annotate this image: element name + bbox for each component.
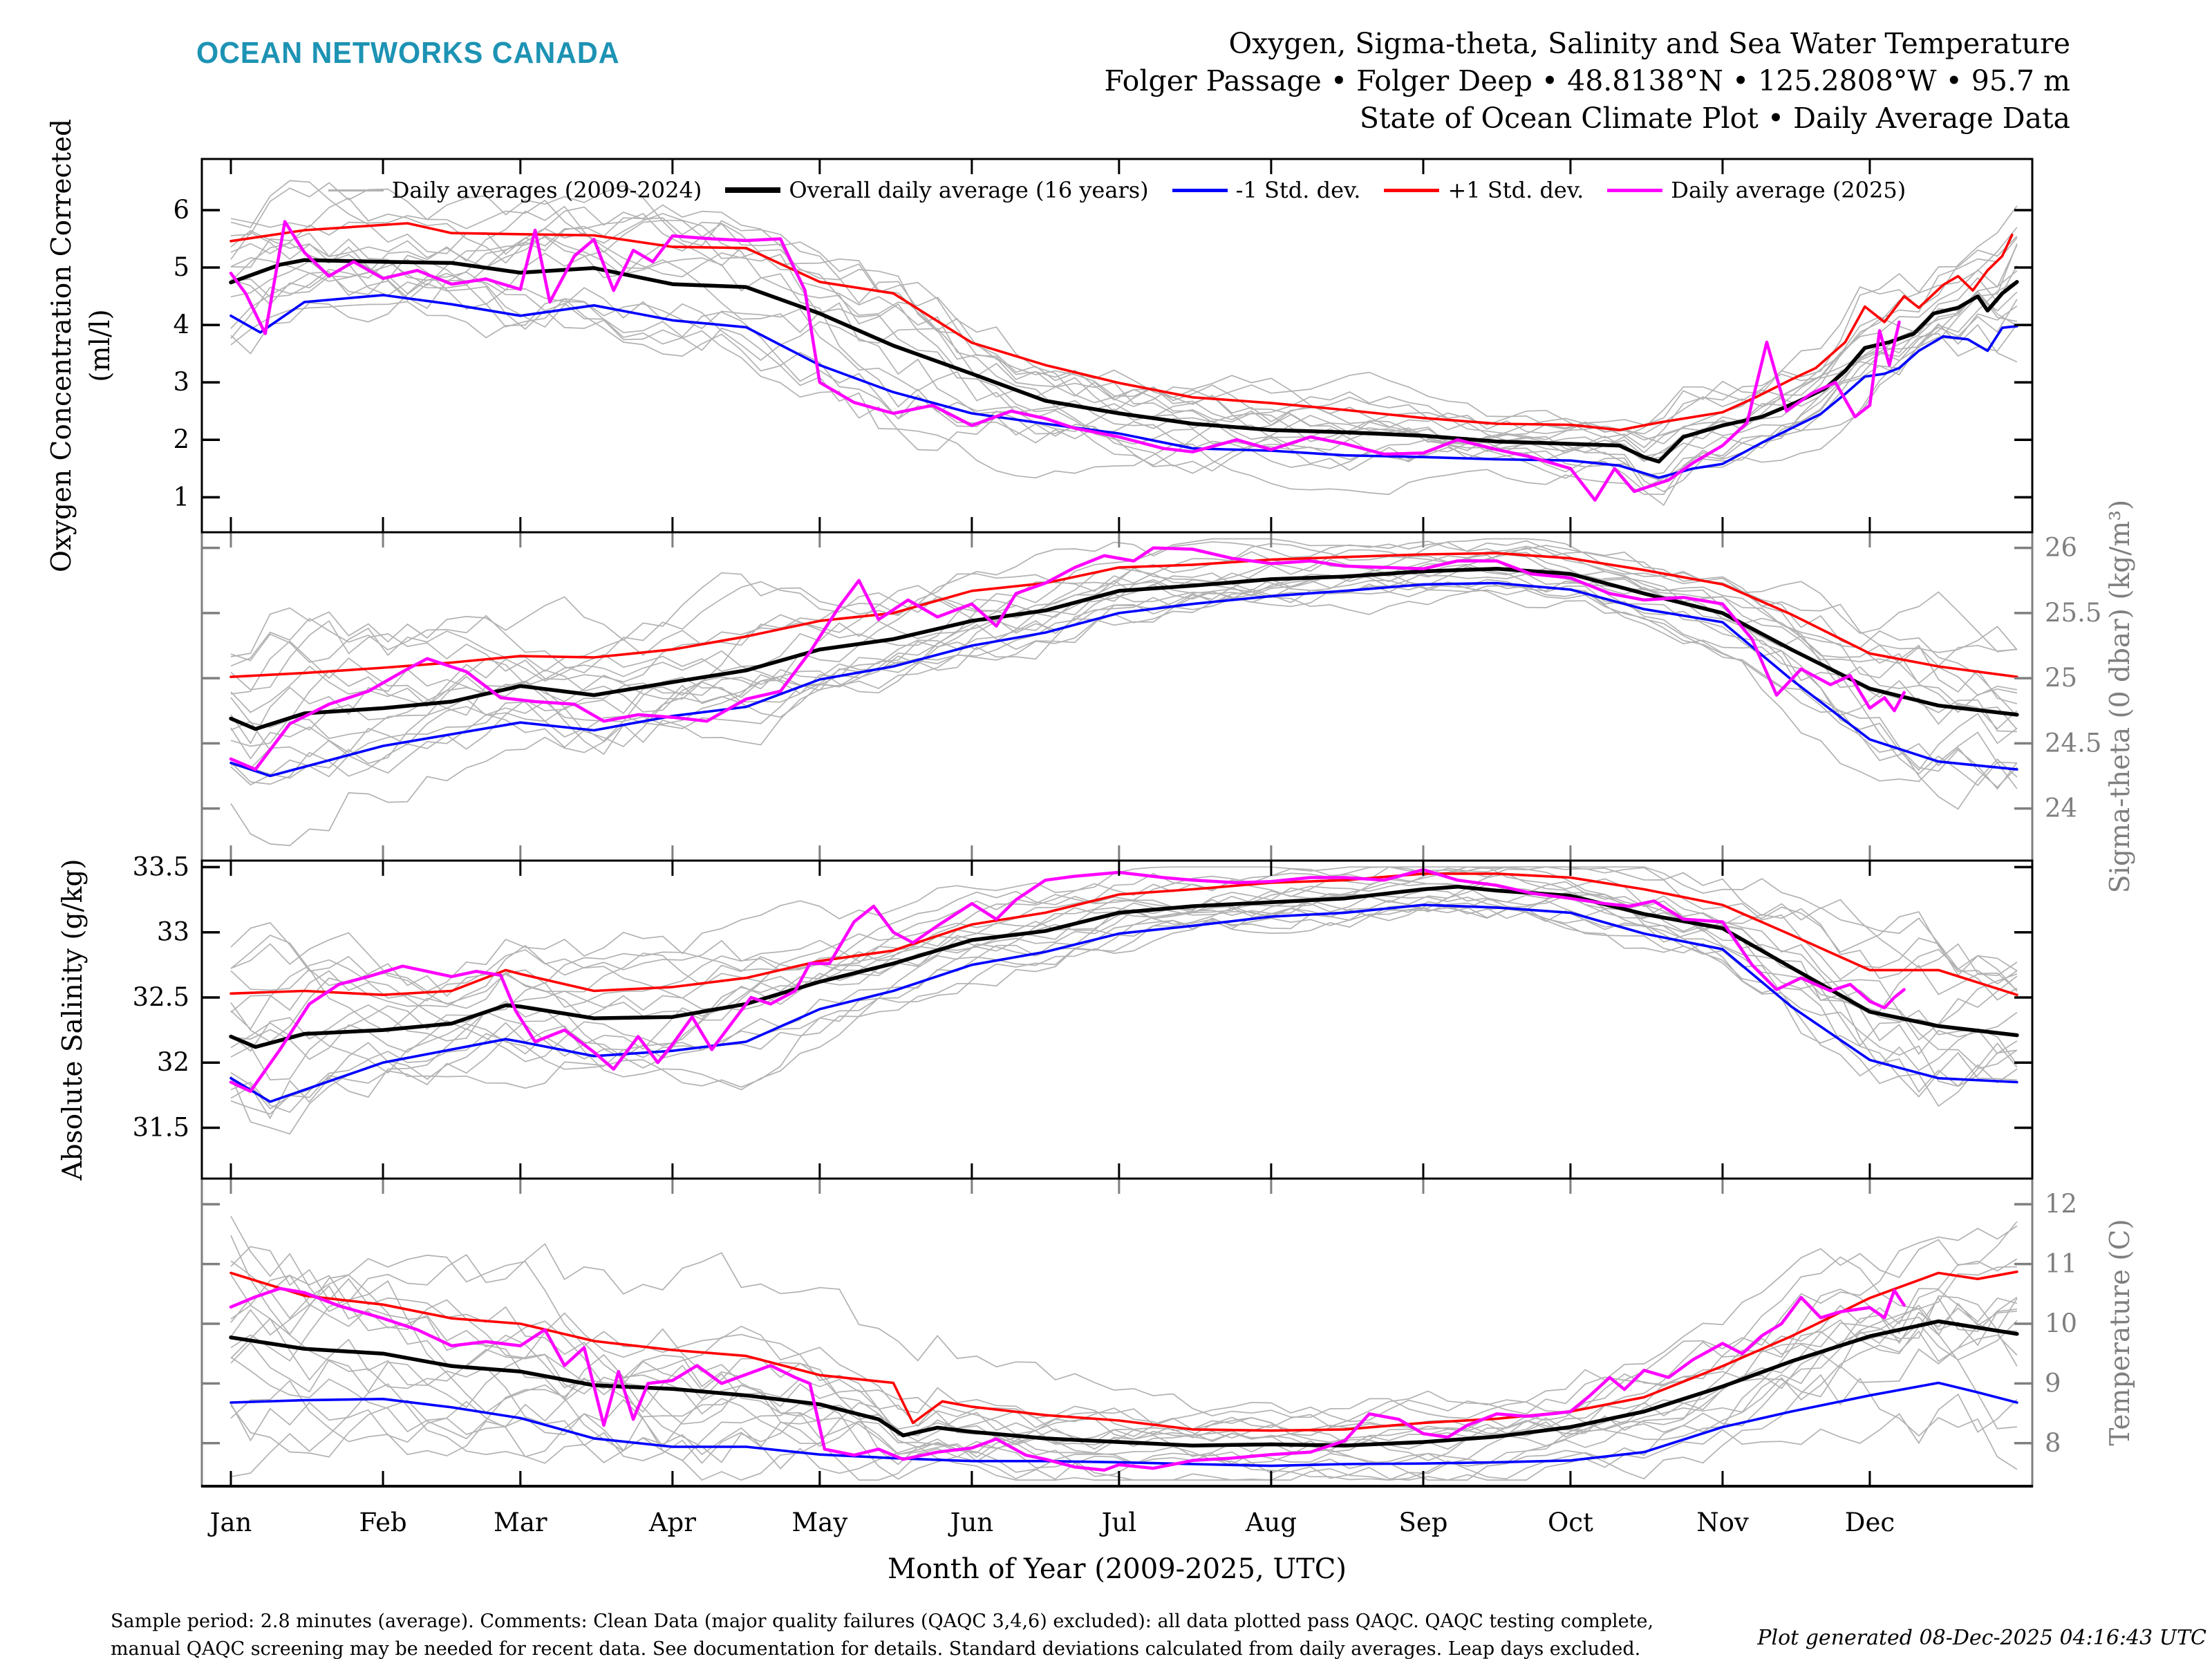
title-line-1: Oxygen, Sigma-theta, Salinity and Sea Wa… xyxy=(1228,27,2070,60)
svg-text:Temperature (C): Temperature (C) xyxy=(2105,1219,2136,1445)
legend-label: +1 Std. dev. xyxy=(1447,177,1584,203)
svg-text:32: 32 xyxy=(157,1047,189,1077)
svg-text:Mar: Mar xyxy=(494,1508,547,1537)
footer-comments: Sample period: 2.8 minutes (average). Co… xyxy=(111,1608,1653,1659)
svg-text:Oxygen Concentration Corrected: Oxygen Concentration Corrected xyxy=(46,119,77,572)
legend-label: Daily averages (2009-2024) xyxy=(391,177,702,203)
magenta-line-swatch xyxy=(1607,188,1663,192)
svg-text:6: 6 xyxy=(173,195,189,225)
svg-text:Month of Year (2009-2025, UTC): Month of Year (2009-2025, UTC) xyxy=(888,1553,1347,1585)
svg-text:5: 5 xyxy=(173,252,189,282)
svg-text:Jul: Jul xyxy=(1099,1508,1137,1537)
legend-item: -1 Std. dev. xyxy=(1172,177,1361,203)
blue-line-swatch xyxy=(1172,188,1228,192)
svg-text:33: 33 xyxy=(157,917,189,947)
svg-text:26: 26 xyxy=(2045,533,2077,563)
svg-text:24: 24 xyxy=(2045,794,2077,823)
svg-text:Sigma-theta (0 dbar) (kg/m³): Sigma-theta (0 dbar) (kg/m³) xyxy=(2105,500,2136,893)
gray-line-swatch xyxy=(328,189,384,191)
svg-text:2: 2 xyxy=(173,424,189,454)
footer-line-1: Sample period: 2.8 minutes (average). Co… xyxy=(111,1611,1654,1632)
svg-text:24.5: 24.5 xyxy=(2045,728,2101,758)
legend: Daily averages (2009-2024) Overall daily… xyxy=(202,177,2032,203)
plot-title: Oxygen, Sigma-theta, Salinity and Sea Wa… xyxy=(1104,25,2070,137)
svg-text:Sep: Sep xyxy=(1398,1508,1447,1537)
plot-generated-timestamp: Plot generated 08-Dec-2025 04:16:43 UTC xyxy=(1757,1626,2206,1650)
svg-text:11: 11 xyxy=(2045,1249,2077,1279)
svg-text:12: 12 xyxy=(2045,1189,2077,1219)
svg-text:31.5: 31.5 xyxy=(133,1112,189,1142)
svg-text:33.5: 33.5 xyxy=(133,852,189,881)
svg-text:Feb: Feb xyxy=(359,1508,406,1537)
svg-text:(ml/l): (ml/l) xyxy=(85,309,116,382)
svg-text:Oct: Oct xyxy=(1548,1508,1593,1537)
legend-label: -1 Std. dev. xyxy=(1235,177,1361,203)
svg-text:25.5: 25.5 xyxy=(2045,598,2101,628)
svg-text:4: 4 xyxy=(173,310,189,339)
svg-text:8: 8 xyxy=(2045,1428,2061,1458)
footer-line-2: manual QAQC screening may be needed for … xyxy=(111,1638,1641,1659)
ocean-networks-canada-logo: OCEAN NETWORKS CANADA xyxy=(196,36,620,70)
svg-text:1: 1 xyxy=(173,482,189,512)
svg-text:9: 9 xyxy=(2045,1368,2061,1398)
legend-item: +1 Std. dev. xyxy=(1384,177,1584,203)
title-line-3: State of Ocean Climate Plot • Daily Aver… xyxy=(1359,102,2070,135)
black-line-swatch xyxy=(725,187,781,193)
svg-text:3: 3 xyxy=(173,367,189,397)
svg-text:Apr: Apr xyxy=(648,1508,696,1537)
legend-item: Overall daily average (16 years) xyxy=(725,177,1149,203)
legend-label: Daily average (2025) xyxy=(1671,177,1906,203)
legend-item: Daily averages (2009-2024) xyxy=(328,177,702,203)
svg-text:Dec: Dec xyxy=(1845,1508,1895,1537)
svg-text:Aug: Aug xyxy=(1245,1508,1297,1537)
svg-text:Nov: Nov xyxy=(1696,1508,1749,1537)
svg-text:Jan: Jan xyxy=(207,1508,252,1537)
title-line-2: Folger Passage • Folger Deep • 48.8138°N… xyxy=(1104,64,2070,97)
legend-item: Daily average (2025) xyxy=(1607,177,1906,203)
svg-text:25: 25 xyxy=(2045,663,2077,693)
svg-text:Absolute Salinity (g/kg): Absolute Salinity (g/kg) xyxy=(57,859,88,1181)
red-line-swatch xyxy=(1384,188,1440,192)
legend-label: Overall daily average (16 years) xyxy=(789,177,1149,203)
svg-text:Jun: Jun xyxy=(948,1508,994,1537)
svg-text:32.5: 32.5 xyxy=(133,982,189,1012)
svg-text:May: May xyxy=(791,1508,847,1537)
svg-text:10: 10 xyxy=(2045,1309,2077,1338)
